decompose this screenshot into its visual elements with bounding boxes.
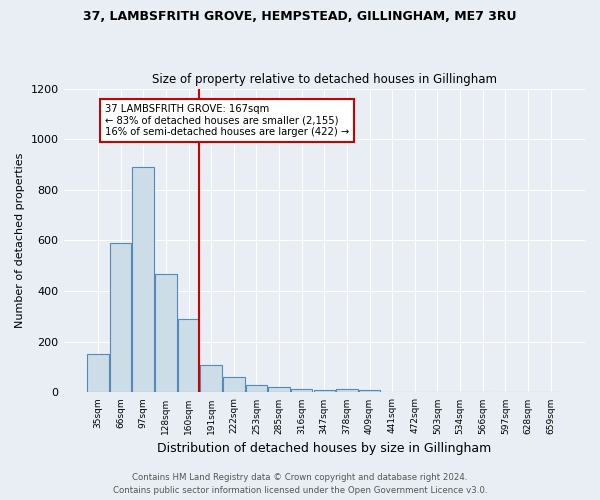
Bar: [268, 388, 290, 392]
Bar: [245, 385, 267, 392]
Bar: [110, 243, 131, 392]
Bar: [133, 167, 154, 392]
Bar: [155, 274, 176, 392]
X-axis label: Distribution of detached houses by size in Gillingham: Distribution of detached houses by size …: [157, 442, 491, 455]
Y-axis label: Number of detached properties: Number of detached properties: [15, 153, 25, 328]
Text: 37, LAMBSFRITH GROVE, HEMPSTEAD, GILLINGHAM, ME7 3RU: 37, LAMBSFRITH GROVE, HEMPSTEAD, GILLING…: [83, 10, 517, 23]
Bar: [200, 366, 222, 392]
Bar: [291, 389, 313, 392]
Bar: [223, 376, 245, 392]
Bar: [359, 390, 380, 392]
Bar: [87, 354, 109, 393]
Bar: [178, 318, 199, 392]
Title: Size of property relative to detached houses in Gillingham: Size of property relative to detached ho…: [152, 73, 497, 86]
Text: 37 LAMBSFRITH GROVE: 167sqm
← 83% of detached houses are smaller (2,155)
16% of : 37 LAMBSFRITH GROVE: 167sqm ← 83% of det…: [105, 104, 349, 137]
Bar: [314, 390, 335, 392]
Bar: [336, 389, 358, 392]
Text: Contains HM Land Registry data © Crown copyright and database right 2024.
Contai: Contains HM Land Registry data © Crown c…: [113, 474, 487, 495]
